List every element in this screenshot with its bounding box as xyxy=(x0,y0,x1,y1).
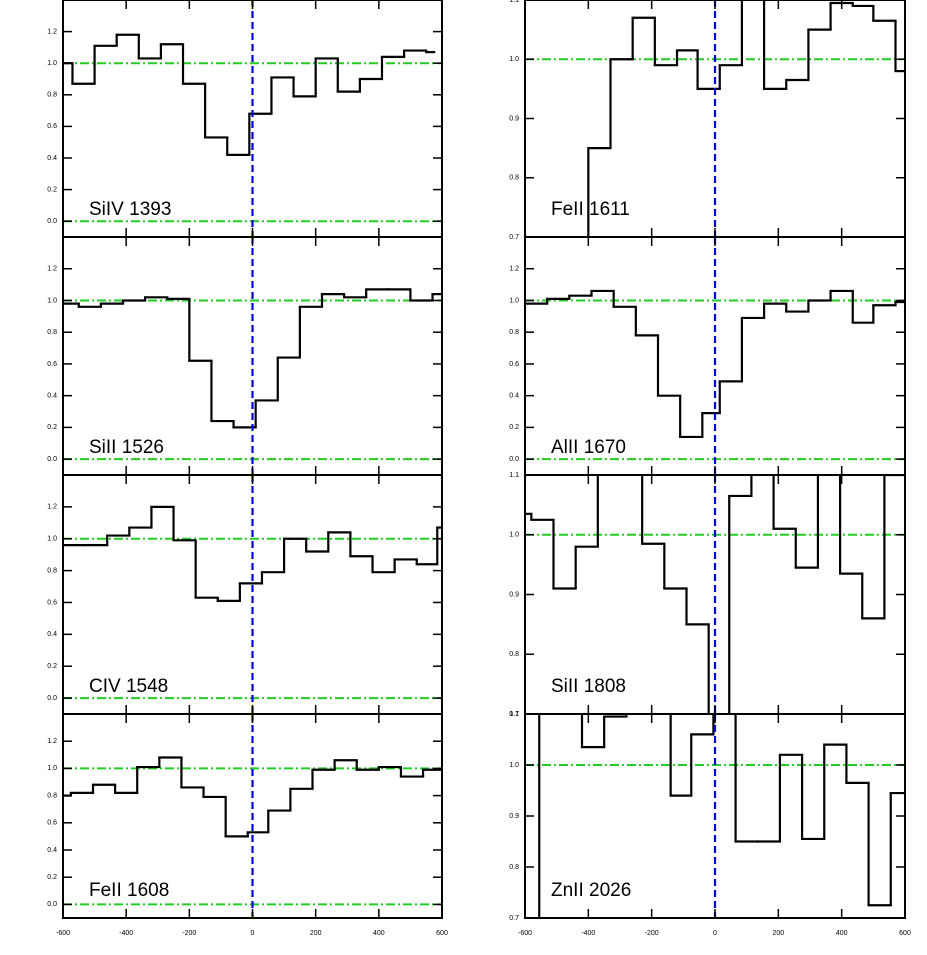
y-tick-label: 0.6 xyxy=(47,820,57,827)
x-tick-label: 600 xyxy=(436,930,448,937)
y-tick-label: 0.2 xyxy=(47,663,57,670)
ion-label: SiII 1526 xyxy=(89,437,164,458)
y-tick-label: 0.0 xyxy=(509,456,519,463)
y-tick-label: 1.0 xyxy=(509,56,519,63)
y-tick-label: 0.8 xyxy=(47,792,57,799)
x-tick-label: -200 xyxy=(645,930,659,937)
y-tick-label: 1.2 xyxy=(47,738,57,745)
ion-label: SiII 1808 xyxy=(551,676,626,697)
y-tick-label: 1.1 xyxy=(509,711,519,718)
y-tick-label: 0.2 xyxy=(47,186,57,193)
x-tick-label: -400 xyxy=(581,930,595,937)
x-tick-label: -600 xyxy=(56,930,70,937)
y-tick-label: 1.2 xyxy=(47,266,57,273)
panel xyxy=(525,237,905,475)
panel-frame xyxy=(62,713,443,919)
y-tick-label: 0.8 xyxy=(47,92,57,99)
y-tick-label: 0.2 xyxy=(509,424,519,431)
y-tick-label: 0.6 xyxy=(509,361,519,368)
y-tick-label: 0.9 xyxy=(509,813,519,820)
y-tick-label: 0.8 xyxy=(509,329,519,336)
y-tick-label: 0.9 xyxy=(509,591,519,598)
panel xyxy=(525,0,905,237)
y-tick-label: 0.8 xyxy=(509,864,519,871)
x-tick-label: 0 xyxy=(251,930,255,937)
y-tick-label: 1.0 xyxy=(47,536,57,543)
y-tick-label: 1.1 xyxy=(509,0,519,4)
y-tick-label: 0.8 xyxy=(509,175,519,182)
y-tick-label: 0.4 xyxy=(47,393,57,400)
y-tick-label: 0.4 xyxy=(47,847,57,854)
y-tick-label: 0.7 xyxy=(509,234,519,241)
panel xyxy=(63,714,442,918)
y-tick-label: 0.4 xyxy=(509,393,519,400)
y-tick-label: 0.0 xyxy=(47,218,57,225)
y-tick-label: 0.4 xyxy=(47,631,57,638)
panel xyxy=(63,475,442,714)
x-tick-label: -200 xyxy=(182,930,196,937)
panel xyxy=(63,237,442,475)
y-tick-label: 1.2 xyxy=(47,28,57,35)
y-tick-label: 0.0 xyxy=(47,695,57,702)
x-tick-label: -400 xyxy=(119,930,133,937)
ion-label: ZnII 2026 xyxy=(551,880,631,901)
x-tick-label: 200 xyxy=(772,930,784,937)
y-tick-label: 0.8 xyxy=(47,329,57,336)
y-tick-label: 0.9 xyxy=(509,115,519,122)
y-tick-label: 1.0 xyxy=(47,765,57,772)
y-tick-label: 0.7 xyxy=(509,711,519,718)
y-tick-label: 0.0 xyxy=(47,901,57,908)
y-tick-label: 1.2 xyxy=(509,266,519,273)
y-tick-label: 1.0 xyxy=(509,297,519,304)
y-tick-label: 0.8 xyxy=(47,567,57,574)
y-tick-label: 1.1 xyxy=(509,472,519,479)
x-tick-label: 400 xyxy=(373,930,385,937)
ion-label: AlII 1670 xyxy=(551,437,626,458)
x-tick-label: 600 xyxy=(899,930,911,937)
y-tick-label: 0.2 xyxy=(47,424,57,431)
ion-label: CIV 1548 xyxy=(89,676,168,697)
y-tick-label: 0.7 xyxy=(509,915,519,922)
panel xyxy=(525,714,905,918)
y-tick-label: 0.4 xyxy=(47,155,57,162)
x-tick-label: 200 xyxy=(310,930,322,937)
y-tick-label: 0.0 xyxy=(47,456,57,463)
panel xyxy=(525,475,905,714)
ion-label: FeII 1611 xyxy=(551,199,630,220)
x-tick-label: 400 xyxy=(836,930,848,937)
y-tick-label: 0.6 xyxy=(47,123,57,130)
ion-label: SiIV 1393 xyxy=(89,199,171,220)
y-tick-label: 1.2 xyxy=(47,504,57,511)
ion-label: FeII 1608 xyxy=(89,880,169,901)
y-tick-label: 1.0 xyxy=(509,532,519,539)
x-tick-label: -600 xyxy=(518,930,532,937)
panel xyxy=(63,0,442,237)
panel-frame xyxy=(524,713,906,919)
y-tick-label: 0.6 xyxy=(47,361,57,368)
y-tick-label: 0.2 xyxy=(47,874,57,881)
y-tick-label: 0.8 xyxy=(509,651,519,658)
y-tick-label: 0.6 xyxy=(47,599,57,606)
y-tick-label: 1.0 xyxy=(47,297,57,304)
y-tick-label: 1.0 xyxy=(47,60,57,67)
x-tick-label: 0 xyxy=(713,930,717,937)
y-tick-label: 1.0 xyxy=(509,762,519,769)
